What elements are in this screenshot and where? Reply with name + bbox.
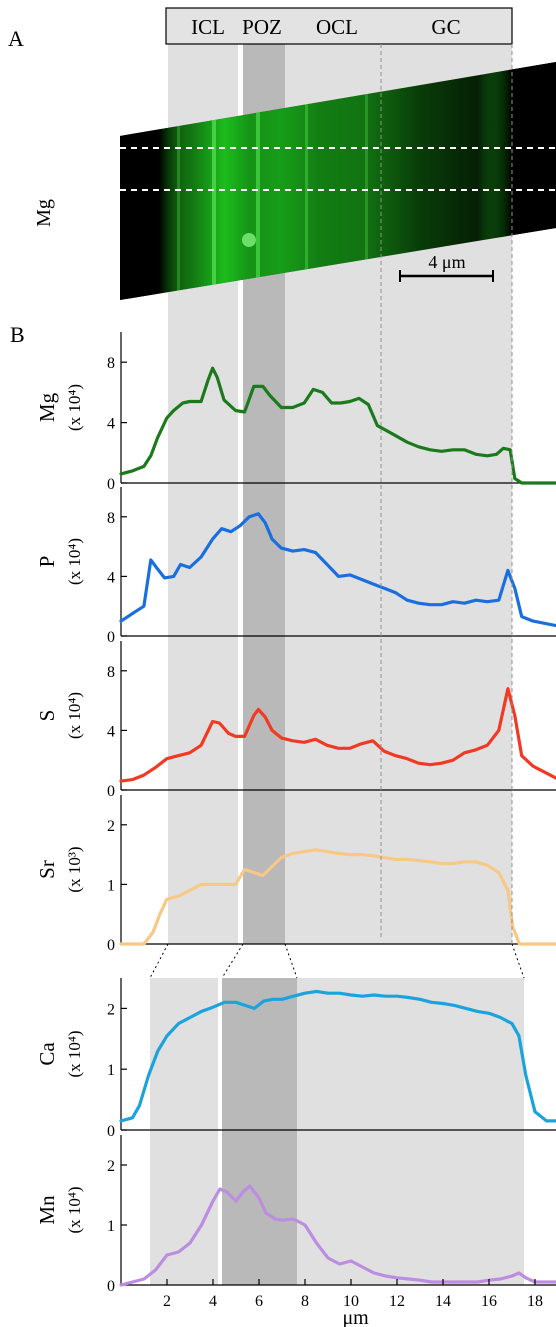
x-tick-label-1: 4	[209, 1293, 217, 1310]
y-tick-label-s-2: 8	[107, 664, 115, 681]
x-tick-label-3: 8	[301, 1293, 309, 1310]
y-tick-label-sr-1: 1	[107, 877, 115, 894]
y-tick-label-ca-2: 2	[107, 1001, 115, 1018]
y-tick-label-sr-2: 2	[107, 818, 115, 835]
y-label-element-p: P	[35, 556, 59, 568]
connector-line-2	[285, 944, 297, 978]
connector-line-0	[150, 944, 168, 978]
x-tick-label-8: 18	[527, 1293, 543, 1310]
x-tick-label-0: 2	[163, 1293, 171, 1310]
y-label-unit-sr: (x 10³)	[65, 846, 84, 892]
lower-zone-icl-band	[150, 978, 218, 1285]
y-tick-label-ca-1: 1	[107, 1062, 115, 1079]
y-tick-label-sr-0: 0	[107, 937, 115, 954]
y-label-unit-p: (x 10⁴)	[65, 538, 84, 585]
y-label-unit-mn: (x 10⁴)	[65, 1187, 84, 1234]
y-label-element-mg: Mg	[35, 392, 59, 422]
y-tick-label-ca-0: 0	[107, 1123, 115, 1140]
x-tick-label-7: 16	[481, 1293, 497, 1310]
y-label-unit-s: (x 10⁴)	[65, 692, 84, 739]
x-axis-title: μm	[342, 1307, 369, 1327]
y-tick-label-mn-0: 0	[107, 1278, 115, 1295]
scale-bar-label: 4 μm	[428, 252, 465, 272]
y-tick-label-mg-2: 8	[107, 355, 115, 372]
x-tick-label-2: 6	[255, 1293, 263, 1310]
y-label-element-mn: Mn	[35, 1195, 59, 1225]
panel-b-label: B	[10, 322, 25, 347]
connector-line-3	[512, 944, 524, 978]
y-tick-label-s-1: 4	[107, 723, 115, 740]
y-tick-label-mg-1: 4	[107, 416, 115, 433]
zone-label-icl: ICL	[191, 15, 225, 39]
x-tick-label-6: 14	[435, 1293, 451, 1310]
y-tick-label-p-0: 0	[107, 629, 115, 646]
y-label-element-sr: Sr	[35, 860, 59, 879]
y-tick-label-p-1: 4	[107, 569, 115, 586]
image-hotspot	[242, 233, 256, 247]
image-channel-label: Mg	[33, 199, 55, 227]
y-label-element-s: S	[35, 710, 59, 722]
y-tick-label-mn-2: 2	[107, 1158, 115, 1175]
y-tick-label-mn-1: 1	[107, 1218, 115, 1235]
x-tick-label-5: 12	[389, 1293, 405, 1310]
y-label-element-ca: Ca	[35, 1042, 59, 1066]
connector-line-1	[222, 944, 243, 978]
zone-label-poz: POZ	[242, 15, 282, 39]
y-label-unit-mg: (x 10⁴)	[65, 384, 84, 431]
lower-zone-poz-band	[222, 978, 297, 1285]
zone-label-gc: GC	[431, 15, 460, 39]
y-label-unit-ca: (x 10⁴)	[65, 1031, 84, 1078]
panel-a-label: A	[8, 26, 24, 51]
zone-label-ocl: OCL	[316, 15, 358, 39]
lower-zone-divider	[218, 978, 222, 1285]
y-tick-label-p-2: 8	[107, 510, 115, 527]
y-tick-label-s-0: 0	[107, 783, 115, 800]
lower-zone-ocl-gc-band	[297, 978, 524, 1285]
y-tick-label-mg-0: 0	[107, 476, 115, 493]
